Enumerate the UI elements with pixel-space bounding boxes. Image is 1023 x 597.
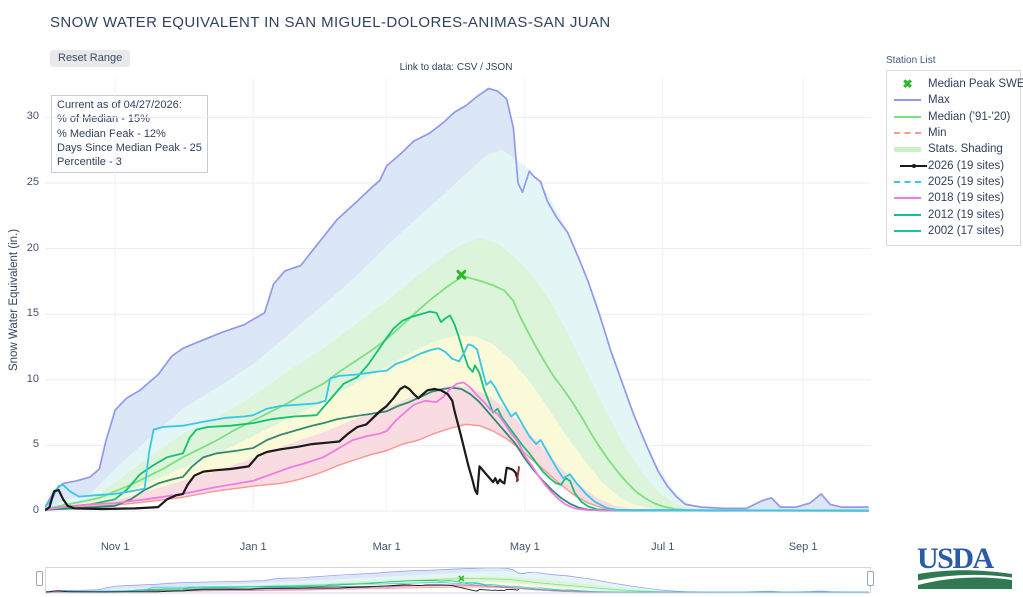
usda-logo-swoosh-field [918,577,1012,589]
current-status-annotation: Current as of 04/27/2026: % of Median - 1… [51,95,208,174]
x-tick-label: May 1 [509,541,540,553]
legend-item-label: 2026 (19 sites) [928,159,1005,172]
legend-item-3[interactable]: Min [894,125,1014,141]
legend-item-7[interactable]: 2018 (19 sites) [894,190,1014,206]
legend-line-swatch [894,146,921,152]
legend-item-label: 2018 (19 sites) [928,192,1005,205]
legend-item-0[interactable]: ✖ Median Peak SWE [894,76,1023,92]
json-link[interactable]: JSON [485,62,513,73]
legend-item-6[interactable]: 2025 (19 sites) [894,174,1014,190]
legend-item-label: Stats. Shading [928,143,1003,156]
range-slider[interactable] [45,567,871,594]
x-tick-label: Nov 1 [100,541,130,553]
legend-item-label: 2002 (17 sites) [928,224,1005,237]
annotation-line: % Median Peak - 12% [57,127,166,140]
x-tick-label: Jan 1 [239,541,267,553]
legend-item-label: Max [928,94,950,107]
legend-line-swatch [894,229,921,232]
annotation-line: % of Median - 15% [57,113,150,126]
legend-line-swatch [894,163,927,168]
usda-logo-swoosh-top [918,570,1012,581]
annotation-line: Percentile - 3 [57,156,122,169]
link-to-data-label: Link to data: [399,62,457,73]
legend-line-swatch [894,99,921,102]
legend-line-swatch [894,213,921,216]
legend-line-swatch [894,197,921,200]
legend-item-label: Median Peak SWE [928,78,1023,91]
y-tick-label: 10 [26,372,39,385]
main-chart[interactable] [45,78,871,514]
legend-item-8[interactable]: 2012 (19 sites) [894,206,1014,222]
legend-item-1[interactable]: Max [894,92,1014,108]
range-slider-handle-left[interactable] [36,571,43,586]
y-tick-label: 25 [26,176,39,188]
legend-item-label: 2012 (19 sites) [928,208,1005,221]
legend-items: ✖ Median Peak SWE Max Median ('91-'20) Min St… [894,76,1023,239]
y-tick-label: 20 [26,241,39,254]
legend-item-9[interactable]: 2002 (17 sites) [894,223,1014,239]
link-separator: / [477,62,486,73]
legend-line-swatch [894,132,921,135]
x-tick-label: Sep 1 [788,541,818,553]
legend-item-5[interactable]: 2026 (19 sites) [894,157,1014,173]
y-tick-label: 0 [32,504,39,516]
legend-item-label: 2025 (19 sites) [928,175,1005,188]
x-tick-label: Jul 1 [651,541,675,553]
y-tick-label: 15 [26,307,39,320]
x-tick-label: Mar 1 [372,541,401,553]
link-to-data: Link to data: CSV / JSON [350,62,562,73]
reset-range-button[interactable]: Reset Range [50,50,131,67]
legend: ✖ Median Peak SWE Max Median ('91-'20) Min St… [886,70,1023,246]
legend-item-label: Min [928,127,947,140]
y-tick-label: 30 [26,110,39,123]
legend-item-label: Median ('91-'20) [928,110,1011,123]
y-tick-label: 5 [32,438,39,451]
legend-line-swatch [894,180,921,183]
usda-logo-text: USDA [917,542,995,575]
range-slider-handle-right[interactable] [867,571,874,586]
annotation-line: Days Since Median Peak - 25 [57,141,202,154]
station-list-link[interactable]: Station List [886,55,936,66]
legend-line-swatch [894,115,921,118]
usda-logo: USDA [917,542,1012,589]
legend-item-2[interactable]: Median ('91-'20) [894,109,1014,125]
page-title: SNOW WATER EQUIVALENT IN SAN MIGUEL-DOLO… [50,14,611,31]
median-peak-marker-icon: ✖ [902,77,913,92]
legend-item-4[interactable]: Stats. Shading [894,141,1014,157]
csv-link[interactable]: CSV [456,62,478,73]
annotation-line: Current as of 04/27/2026: [57,99,182,111]
